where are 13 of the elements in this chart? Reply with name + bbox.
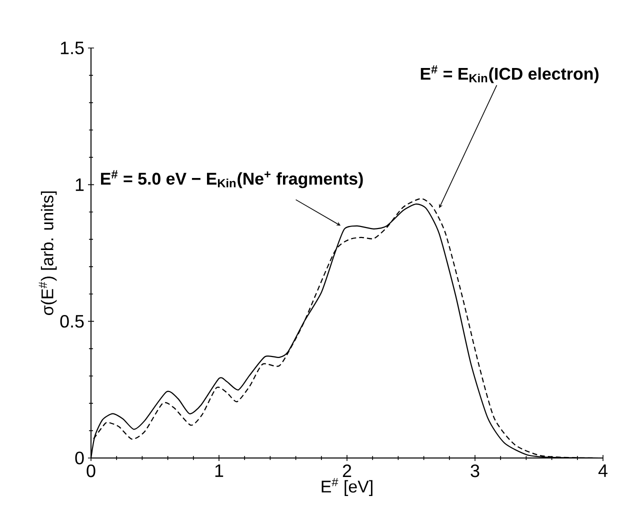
y-tick-label: 1: [76, 178, 84, 191]
y-tick-label: 1.5: [60, 42, 84, 54]
y-axis-title: σ(E$^{#}$) [arb. units]: [38, 191, 57, 316]
y-tick-label: 0.5: [60, 314, 84, 328]
x-tick-label: 1: [215, 464, 224, 477]
y-tick-label: 0: [75, 452, 84, 464]
annotation: E$^{#}$ = 5.0 eV − E$_{Kin}$(Ne$^{+}$ fragments): [101, 170, 363, 188]
x-tick-label: 0: [86, 464, 96, 478]
x-tick-label: 3: [470, 464, 480, 478]
x-tick-label: 2: [342, 464, 352, 478]
annotation: E$^{#}$ = E$_{Kin}$(ICD electron): [420, 65, 599, 84]
x-axis-title: E$^{#}$ [eV]: [322, 478, 372, 496]
x-tick-label: 4: [598, 464, 608, 477]
